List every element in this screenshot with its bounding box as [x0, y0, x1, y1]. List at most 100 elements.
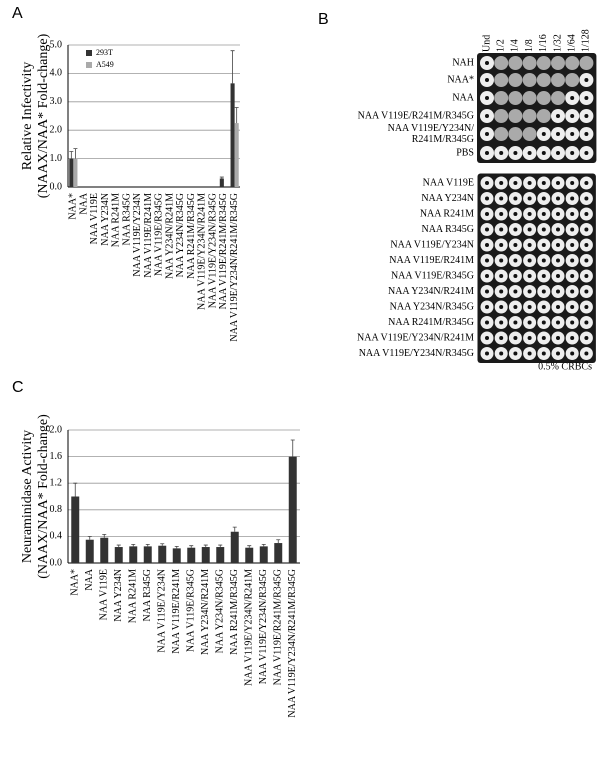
- well-button: [570, 258, 575, 263]
- x-tick-label: NAA Y234N: [100, 193, 111, 246]
- well-button: [485, 258, 489, 263]
- well: [536, 56, 551, 70]
- error-bar: [131, 543, 136, 547]
- x-tick-label: NAA R345G: [142, 569, 153, 622]
- y-tick-label: 2.0: [50, 424, 63, 435]
- well-button: [513, 351, 518, 356]
- y-tick-label: 5.0: [50, 39, 63, 50]
- row-label: NAA R241M/R345G: [388, 317, 474, 328]
- x-tick-label: NAA V119E/R241M: [171, 569, 182, 654]
- x-tick-label: NAA*: [70, 569, 81, 596]
- bar: [201, 547, 210, 563]
- column-label: 1/64: [566, 34, 577, 52]
- plate: [477, 173, 596, 363]
- row-label: R241M/R345G: [412, 134, 474, 145]
- well-button: [556, 212, 560, 216]
- y-tick-label: 0.0: [50, 181, 63, 192]
- well-button: [485, 132, 489, 136]
- well-button: [584, 227, 589, 232]
- well-button: [556, 289, 560, 294]
- well-button: [485, 114, 489, 118]
- x-tick-label: NAA V119E/R345G: [186, 569, 197, 652]
- x-tick-label: NAA V119E/R241M: [143, 193, 154, 278]
- well: [522, 91, 537, 105]
- column-label: 1/32: [552, 34, 563, 52]
- y-axis-label: (NAAX/NAA* Fold-change): [36, 33, 51, 198]
- x-tick-label: NAA V119E/Y234N/R241M/R345G: [287, 569, 298, 718]
- well-button: [584, 320, 589, 325]
- row-label: NAA Y234N/R345G: [390, 301, 474, 312]
- well: [522, 73, 537, 87]
- well-button: [556, 336, 560, 340]
- row-label: PBS: [456, 147, 474, 158]
- y-tick-label: 0.8: [50, 504, 63, 515]
- well-button: [541, 258, 546, 263]
- well-button: [541, 212, 546, 216]
- well-button: [570, 114, 575, 118]
- well-button: [541, 196, 546, 201]
- well-button: [485, 289, 489, 294]
- well-button: [527, 212, 532, 216]
- well-button: [541, 336, 546, 340]
- error-bar: [116, 544, 121, 548]
- bar: [274, 543, 283, 563]
- error-bar: [203, 544, 208, 548]
- well-button: [584, 212, 589, 216]
- bar: [71, 496, 80, 563]
- well-button: [584, 78, 589, 82]
- well: [494, 91, 509, 105]
- well-button: [513, 212, 518, 216]
- x-tick-label: NAA V119E/R241M/R345G: [273, 569, 284, 685]
- well-button: [513, 258, 518, 263]
- x-tick-label: NAA V119E/Y234N/R241M/R345G: [229, 193, 240, 342]
- row-label: NAA V119E/Y234N/: [388, 123, 475, 134]
- well-button: [499, 196, 504, 201]
- row-label: NAA V119E: [423, 177, 474, 188]
- well-button: [584, 336, 589, 340]
- well-button: [556, 181, 560, 185]
- bar: [158, 545, 167, 563]
- error-bar: [73, 482, 78, 497]
- bar: [234, 123, 239, 187]
- well-button: [513, 181, 518, 185]
- well: [522, 56, 537, 70]
- bar: [172, 548, 181, 563]
- well-button: [499, 274, 504, 278]
- well-button: [556, 114, 560, 118]
- legend-swatch: [86, 62, 92, 68]
- well-button: [541, 351, 546, 356]
- well-button: [485, 274, 489, 278]
- well-button: [570, 212, 575, 216]
- row-label: NAA Y234N: [421, 193, 474, 204]
- well-button: [584, 274, 589, 278]
- row-label: NAA R345G: [421, 224, 474, 235]
- bar: [69, 158, 74, 187]
- well-button: [570, 196, 575, 201]
- column-label: 1/2: [495, 39, 506, 52]
- error-bar: [232, 526, 237, 532]
- y-tick-label: 1.2: [50, 477, 63, 488]
- y-tick-label: 0.4: [50, 531, 63, 542]
- well-button: [527, 196, 532, 201]
- well: [494, 109, 509, 123]
- bar: [230, 531, 239, 563]
- y-tick-label: 2.0: [50, 124, 63, 135]
- well-button: [485, 351, 489, 356]
- well-button: [485, 320, 489, 325]
- error-bar: [276, 539, 281, 544]
- well-button: [485, 243, 489, 247]
- error-bar: [218, 544, 223, 548]
- well-button: [556, 196, 560, 201]
- y-tick-label: 1.6: [50, 451, 63, 462]
- y-axis-label: Neuraminidase Activity: [20, 430, 35, 563]
- well: [508, 91, 523, 105]
- row-label: NAA Y234N/R241M: [388, 286, 474, 297]
- well-button: [584, 196, 589, 201]
- well-button: [556, 305, 560, 309]
- well: [508, 127, 523, 141]
- legend-label: 293T: [96, 48, 113, 57]
- row-label: NAA*: [447, 74, 474, 85]
- well-button: [541, 289, 546, 294]
- x-tick-label: NAA V119E/R241M/R345G: [218, 193, 229, 309]
